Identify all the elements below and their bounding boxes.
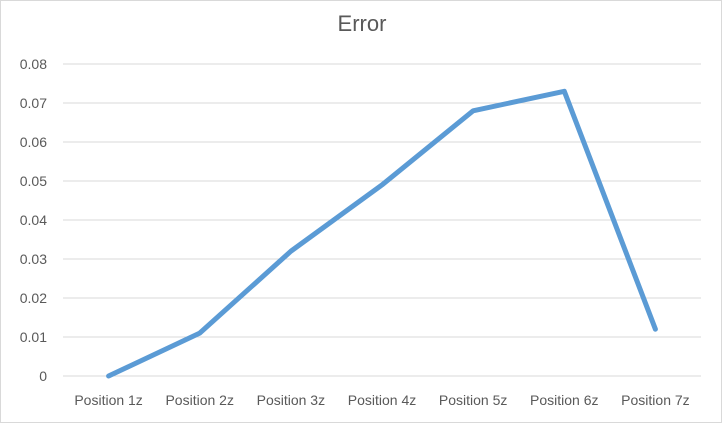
y-tick-label: 0.02: [20, 290, 47, 306]
y-tick-label: 0: [39, 368, 47, 384]
x-tick-label: Position 3z: [257, 392, 325, 408]
y-axis-ticks: 0 0.01 0.02 0.03 0.04 0.05 0.06 0.07 0.08: [20, 56, 47, 384]
y-tick-label: 0.08: [20, 56, 47, 72]
y-tick-label: 0.06: [20, 134, 47, 150]
x-tick-label: Position 7z: [621, 392, 689, 408]
y-tick-label: 0.05: [20, 173, 47, 189]
y-tick-label: 0.03: [20, 251, 47, 267]
y-tick-label: 0.04: [20, 212, 47, 228]
series-layer: [106, 88, 658, 379]
y-tick-label: 0.07: [20, 95, 47, 111]
x-tick-label: Position 6z: [530, 392, 598, 408]
x-axis-ticks: Position 1z Position 2z Position 3z Positio…: [74, 392, 689, 408]
x-tick-label: Position 4z: [348, 392, 416, 408]
series-line: [106, 88, 658, 379]
x-tick-label: Position 2z: [165, 392, 233, 408]
y-tick-label: 0.01: [20, 329, 47, 345]
chart-title: Error: [338, 11, 387, 36]
x-tick-label: Position 5z: [439, 392, 507, 408]
gridlines: [63, 63, 701, 377]
x-tick-label: Position 1z: [74, 392, 142, 408]
